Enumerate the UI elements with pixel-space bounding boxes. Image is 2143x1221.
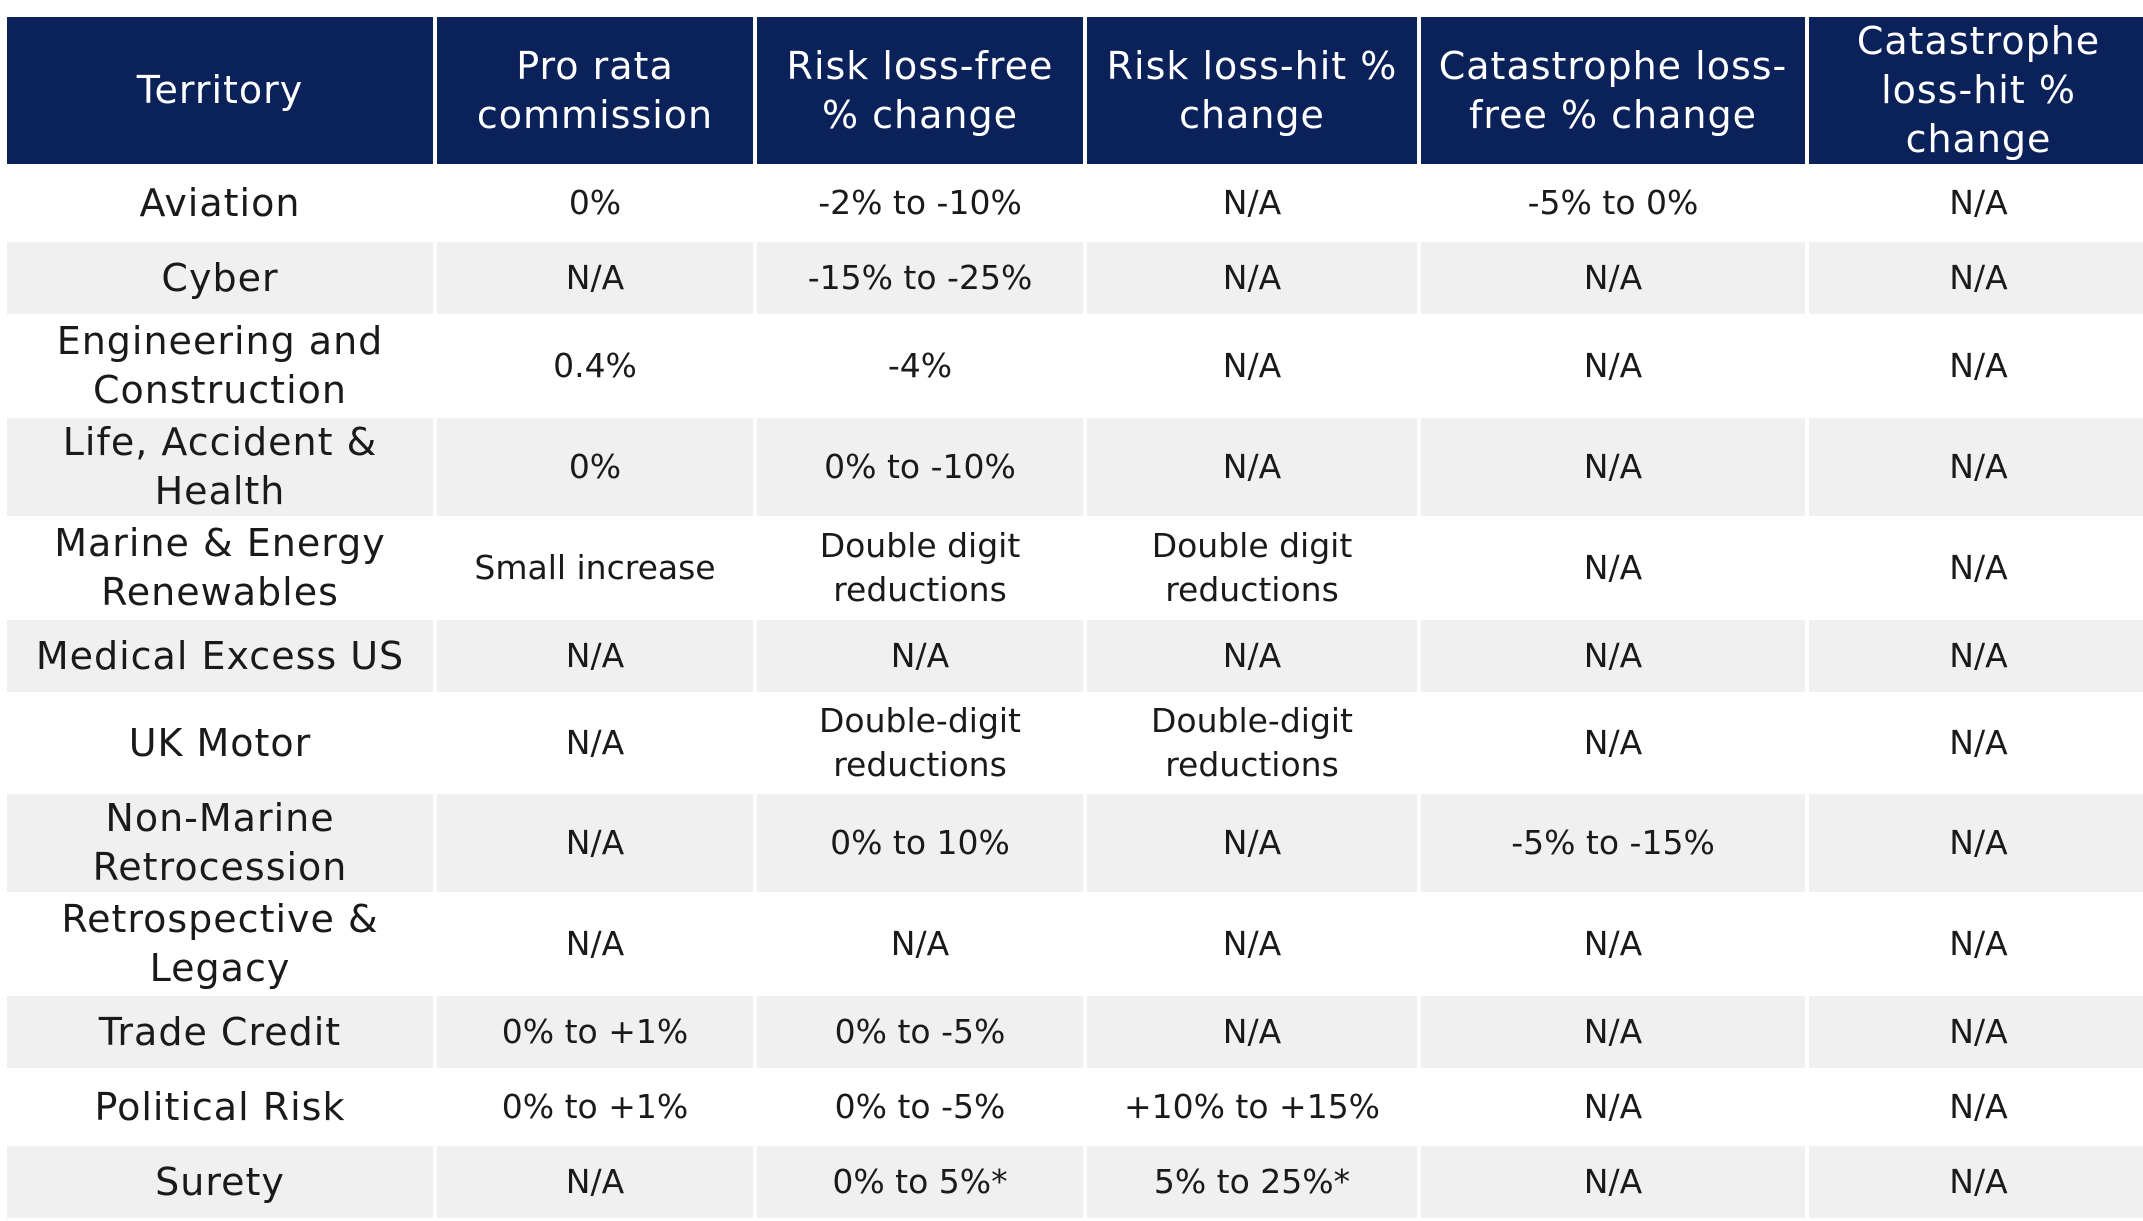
table-cell: 0.4%	[437, 317, 753, 415]
table-cell: N/A	[1421, 242, 1805, 314]
table-row: Medical Excess US N/A N/A N/A N/A N/A	[7, 620, 2143, 692]
table-cell: N/A	[1809, 1071, 2143, 1143]
table-cell: Small increase	[437, 519, 753, 617]
table-row: Political Risk 0% to +1% 0% to -5% +10% …	[7, 1071, 2143, 1143]
table-cell: N/A	[1421, 620, 1805, 692]
table-row: Engineering and Construction 0.4% -4% N/…	[7, 317, 2143, 415]
territory-cell: Life, Accident & Health	[7, 418, 433, 516]
table-cell: N/A	[1809, 519, 2143, 617]
table-cell: -15% to -25%	[757, 242, 1083, 314]
table-row: Trade Credit 0% to +1% 0% to -5% N/A N/A…	[7, 996, 2143, 1068]
table-cell: N/A	[1809, 996, 2143, 1068]
table-cell: N/A	[1087, 317, 1417, 415]
table-cell: N/A	[437, 695, 753, 791]
table-cell: N/A	[437, 1146, 753, 1218]
table-cell: N/A	[437, 620, 753, 692]
table-cell: 0%	[437, 418, 753, 516]
table-cell: -5% to 0%	[1421, 167, 1805, 239]
table-cell: N/A	[1809, 1146, 2143, 1218]
header-territory: Territory	[7, 17, 433, 164]
table-cell: N/A	[1421, 519, 1805, 617]
table-row: Retrospective & Legacy N/A N/A N/A N/A N…	[7, 895, 2143, 993]
table-row: Non-Marine Retrocession N/A 0% to 10% N/…	[7, 794, 2143, 892]
table-row: Life, Accident & Health 0% 0% to -10% N/…	[7, 418, 2143, 516]
table-cell: Double-digit reductions	[757, 695, 1083, 791]
header-risk-loss-free: Risk loss-free % change	[757, 17, 1083, 164]
table-cell: N/A	[1087, 418, 1417, 516]
table-cell: 0% to -10%	[757, 418, 1083, 516]
header-row: Territory Pro rata commission Risk loss-…	[7, 17, 2143, 164]
table-row: UK Motor N/A Double-digit reductions Dou…	[7, 695, 2143, 791]
rates-table-container: Territory Pro rata commission Risk loss-…	[5, 14, 2143, 1221]
table-cell: N/A	[1421, 1146, 1805, 1218]
table-row: Marine & Energy Renewables Small increas…	[7, 519, 2143, 617]
table-cell: Double digit reductions	[1087, 519, 1417, 617]
territory-cell: UK Motor	[7, 695, 433, 791]
header-pro-rata-commission: Pro rata commission	[437, 17, 753, 164]
table-cell: N/A	[1087, 794, 1417, 892]
table-cell: 0%	[437, 167, 753, 239]
territory-cell: Trade Credit	[7, 996, 433, 1068]
table-cell: N/A	[1809, 794, 2143, 892]
table-cell: 0% to +1%	[437, 1071, 753, 1143]
table-cell: N/A	[1809, 317, 2143, 415]
table-cell: +10% to +15%	[1087, 1071, 1417, 1143]
table-cell: N/A	[1809, 167, 2143, 239]
rates-table: Territory Pro rata commission Risk loss-…	[3, 14, 2143, 1221]
table-cell: N/A	[1087, 167, 1417, 239]
territory-cell: Surety	[7, 1146, 433, 1218]
territory-cell: Cyber	[7, 242, 433, 314]
table-cell: N/A	[437, 242, 753, 314]
table-cell: 0% to -5%	[757, 1071, 1083, 1143]
table-cell: N/A	[1087, 620, 1417, 692]
table-cell: Double digit reductions	[757, 519, 1083, 617]
table-cell: N/A	[1809, 242, 2143, 314]
territory-cell: Political Risk	[7, 1071, 433, 1143]
territory-cell: Non-Marine Retrocession	[7, 794, 433, 892]
table-cell: -5% to -15%	[1421, 794, 1805, 892]
table-cell: N/A	[437, 895, 753, 993]
table-row: Aviation 0% -2% to -10% N/A -5% to 0% N/…	[7, 167, 2143, 239]
table-cell: N/A	[757, 620, 1083, 692]
table-cell: N/A	[1087, 895, 1417, 993]
territory-cell: Marine & Energy Renewables	[7, 519, 433, 617]
territory-cell: Engineering and Construction	[7, 317, 433, 415]
table-cell: N/A	[1809, 695, 2143, 791]
table-cell: 5% to 25%*	[1087, 1146, 1417, 1218]
table-cell: N/A	[1087, 242, 1417, 314]
table-cell: -4%	[757, 317, 1083, 415]
table-row: Surety N/A 0% to 5%* 5% to 25%* N/A N/A	[7, 1146, 2143, 1218]
territory-cell: Retrospective & Legacy	[7, 895, 433, 993]
table-cell: N/A	[1809, 620, 2143, 692]
table-cell: 0% to 5%*	[757, 1146, 1083, 1218]
table-cell: -2% to -10%	[757, 167, 1083, 239]
territory-cell: Aviation	[7, 167, 433, 239]
table-cell: N/A	[437, 794, 753, 892]
table-cell: N/A	[757, 895, 1083, 993]
table-cell: N/A	[1421, 1071, 1805, 1143]
table-cell: N/A	[1421, 996, 1805, 1068]
table-cell: N/A	[1421, 695, 1805, 791]
table-cell: N/A	[1421, 895, 1805, 993]
header-cat-loss-hit: Catastrophe loss-hit % change	[1809, 17, 2143, 164]
header-risk-loss-hit: Risk loss-hit % change	[1087, 17, 1417, 164]
table-cell: N/A	[1421, 317, 1805, 415]
table-cell: 0% to 10%	[757, 794, 1083, 892]
table-cell: 0% to +1%	[437, 996, 753, 1068]
territory-cell: Medical Excess US	[7, 620, 433, 692]
table-cell: N/A	[1421, 418, 1805, 516]
table-cell: N/A	[1809, 418, 2143, 516]
table-cell: N/A	[1809, 895, 2143, 993]
table-cell: 0% to -5%	[757, 996, 1083, 1068]
header-cat-loss-free: Catastrophe loss-free % change	[1421, 17, 1805, 164]
table-cell: N/A	[1087, 996, 1417, 1068]
table-cell: Double-digit reductions	[1087, 695, 1417, 791]
table-row: Cyber N/A -15% to -25% N/A N/A N/A	[7, 242, 2143, 314]
